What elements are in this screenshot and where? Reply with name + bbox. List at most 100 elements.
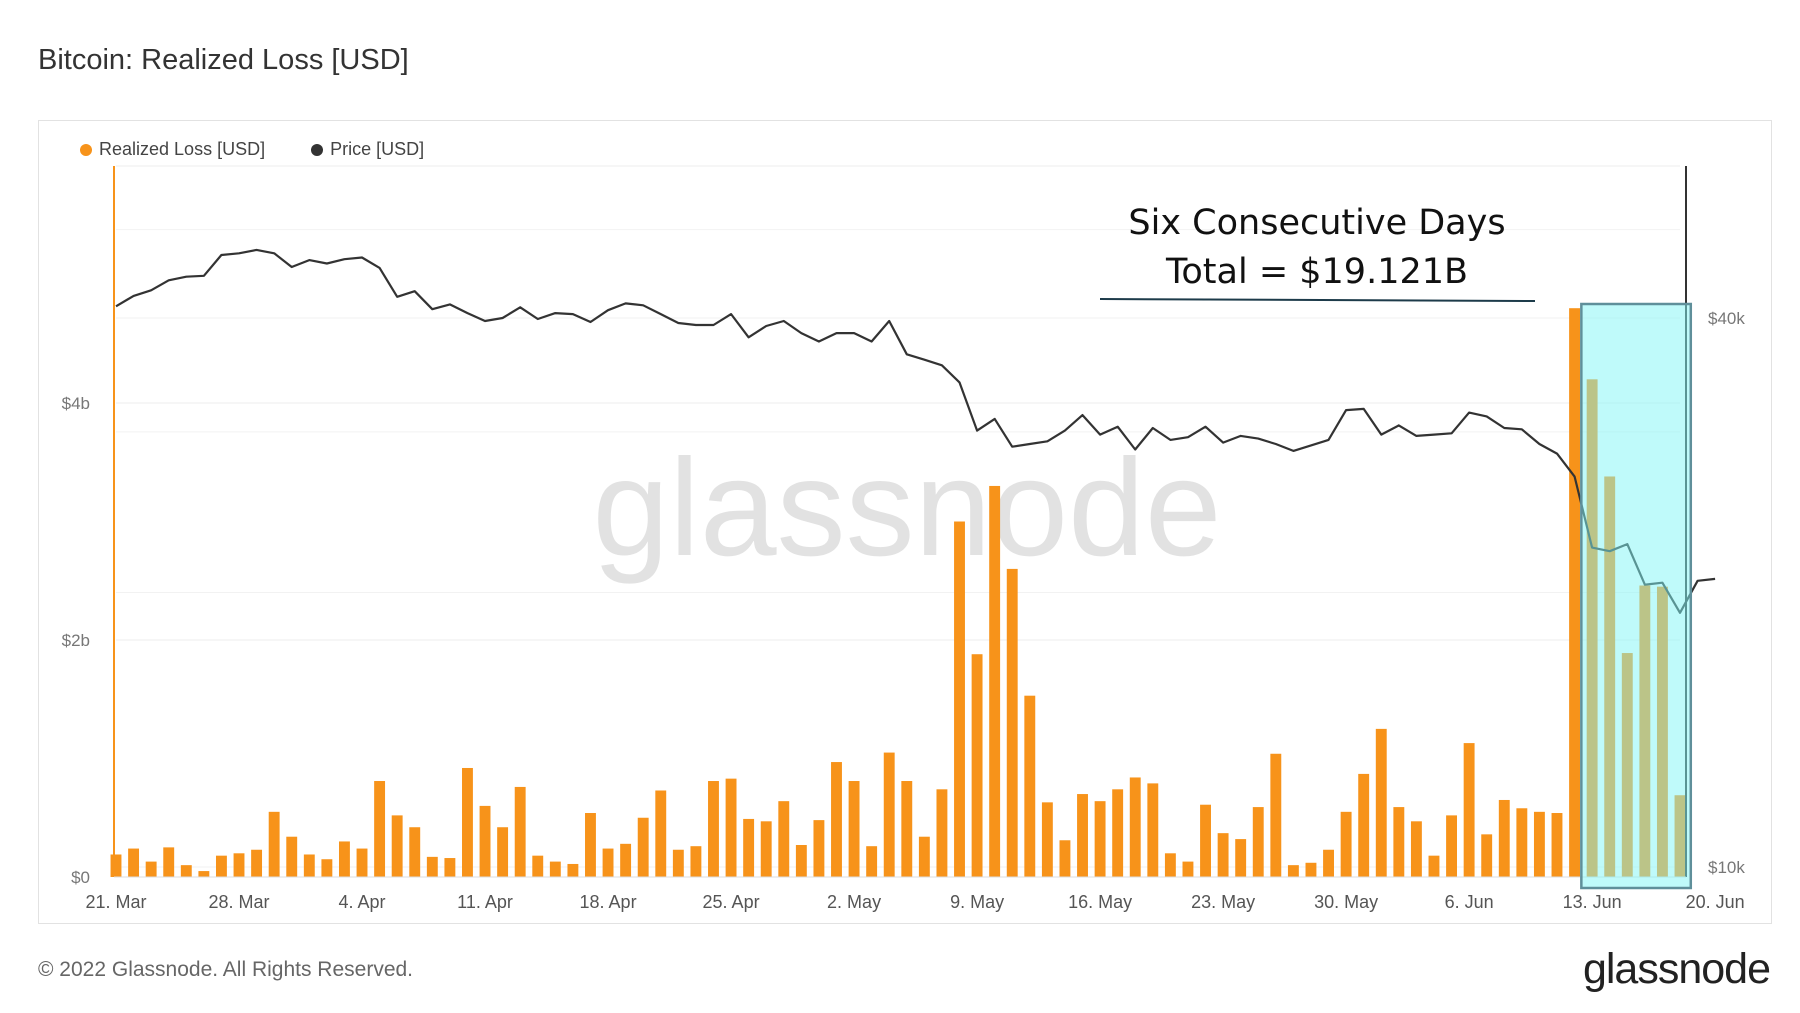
loss-bar — [1217, 833, 1229, 877]
loss-bar — [918, 836, 930, 877]
loss-bar — [1077, 794, 1088, 877]
loss-bar — [1164, 853, 1176, 877]
loss-bar — [936, 789, 948, 877]
loss-bar — [1375, 728, 1387, 877]
loss-bar — [672, 849, 684, 877]
loss-bar — [1481, 834, 1493, 877]
loss-bar — [1551, 813, 1563, 877]
loss-bar — [743, 818, 755, 877]
loss-bar — [883, 752, 895, 877]
loss-bar — [374, 781, 386, 877]
loss-bar — [725, 778, 737, 877]
axes: $0 $2b $4b $10k $40k 21. Mar 28. Mar 4. Apr 11. … — [62, 166, 1745, 912]
loss-bar — [1006, 568, 1018, 877]
legend-dot-price — [311, 143, 324, 156]
loss-bar — [462, 767, 473, 877]
highlight-box — [1580, 302, 1693, 890]
loss-bar — [1059, 840, 1071, 877]
y-left-tick-label: $0 — [71, 868, 90, 887]
loss-bar — [532, 855, 544, 877]
loss-bar — [1270, 753, 1282, 877]
y-right-tick-label: $10k — [1708, 858, 1745, 877]
loss-bar — [1463, 743, 1475, 877]
loss-bar — [1041, 802, 1053, 877]
annotation-underline — [1099, 298, 1536, 302]
loss-bar — [1323, 849, 1334, 877]
x-tick-label: 25. Apr — [703, 892, 760, 912]
loss-bar — [831, 762, 842, 877]
loss-bar — [901, 781, 913, 877]
loss-bar — [1446, 815, 1457, 877]
loss-bar — [1147, 783, 1159, 877]
loss-bar — [251, 849, 263, 877]
loss-bar — [620, 843, 632, 877]
loss-bar — [637, 817, 649, 877]
loss-bar — [1569, 308, 1581, 877]
loss-bar — [514, 786, 526, 877]
x-tick-label: 30. May — [1314, 892, 1378, 912]
y-right-tick-label: $40k — [1708, 309, 1745, 328]
loss-bar — [1410, 821, 1422, 877]
annotation: Six Consecutive Days Total = $19.121B — [1099, 203, 1693, 890]
x-tick-label: 13. Jun — [1563, 892, 1622, 912]
loss-bar — [163, 847, 175, 877]
loss-bar — [1533, 811, 1545, 877]
legend: Realized Loss [USD] Price [USD] — [80, 139, 424, 160]
x-tick-label: 18. Apr — [580, 892, 637, 912]
x-tick-label: 23. May — [1191, 892, 1255, 912]
x-tick-label: 11. Apr — [457, 892, 513, 912]
loss-bar — [1094, 801, 1106, 877]
loss-bar — [444, 858, 456, 877]
loss-bar — [602, 848, 614, 877]
legend-item-price[interactable]: Price [USD] — [311, 139, 424, 160]
loss-bar — [795, 845, 807, 877]
loss-bar — [303, 854, 315, 877]
loss-bar — [655, 790, 667, 877]
loss-bar — [1252, 807, 1264, 877]
loss-bar — [866, 846, 878, 877]
loss-bar — [549, 861, 561, 877]
loss-bar — [497, 827, 509, 877]
legend-item-realized-loss[interactable]: Realized Loss [USD] — [80, 139, 265, 160]
loss-bar — [339, 841, 350, 877]
loss-bar — [690, 846, 702, 877]
x-tick-label: 9. May — [950, 892, 1004, 912]
loss-bar — [567, 863, 579, 877]
loss-bar — [198, 871, 210, 877]
loss-bar — [585, 813, 596, 877]
loss-bar — [848, 781, 860, 877]
loss-bar — [989, 485, 1001, 877]
legend-label-price: Price [USD] — [330, 139, 425, 159]
loss-bar — [954, 521, 965, 877]
chart-frame — [38, 120, 1772, 924]
price-line — [115, 248, 1716, 614]
loss-bar — [1498, 799, 1510, 877]
loss-bar — [409, 827, 421, 877]
price-series — [115, 248, 1716, 614]
loss-bar — [391, 815, 403, 877]
legend-dot-realized-loss — [80, 143, 92, 156]
loss-bar — [356, 848, 368, 877]
loss-bar — [426, 856, 438, 877]
legend-label-realized-loss: Realized Loss [USD] — [99, 139, 266, 159]
loss-bar — [1340, 811, 1352, 877]
x-tick-label: 28. Mar — [208, 892, 269, 912]
footer-copyright: © 2022 Glassnode. All Rights Reserved. — [38, 958, 414, 981]
y-left-tick-label: $4b — [62, 394, 90, 413]
loss-bar — [479, 805, 491, 877]
annotation-line2: Total = $19.121B — [1165, 252, 1468, 292]
loss-bar — [215, 855, 227, 877]
loss-bar — [1129, 777, 1141, 877]
loss-bar — [1024, 695, 1036, 877]
loss-bar — [971, 654, 983, 877]
loss-bar — [128, 848, 140, 877]
loss-bar — [110, 854, 122, 877]
annotation-line1: Six Consecutive Days — [1128, 203, 1505, 243]
loss-bar — [1358, 773, 1370, 877]
loss-bar — [1428, 855, 1440, 877]
loss-bar — [1287, 865, 1299, 877]
x-tick-label: 2. May — [827, 892, 881, 912]
loss-bar — [1112, 789, 1124, 877]
loss-bar — [180, 865, 192, 877]
